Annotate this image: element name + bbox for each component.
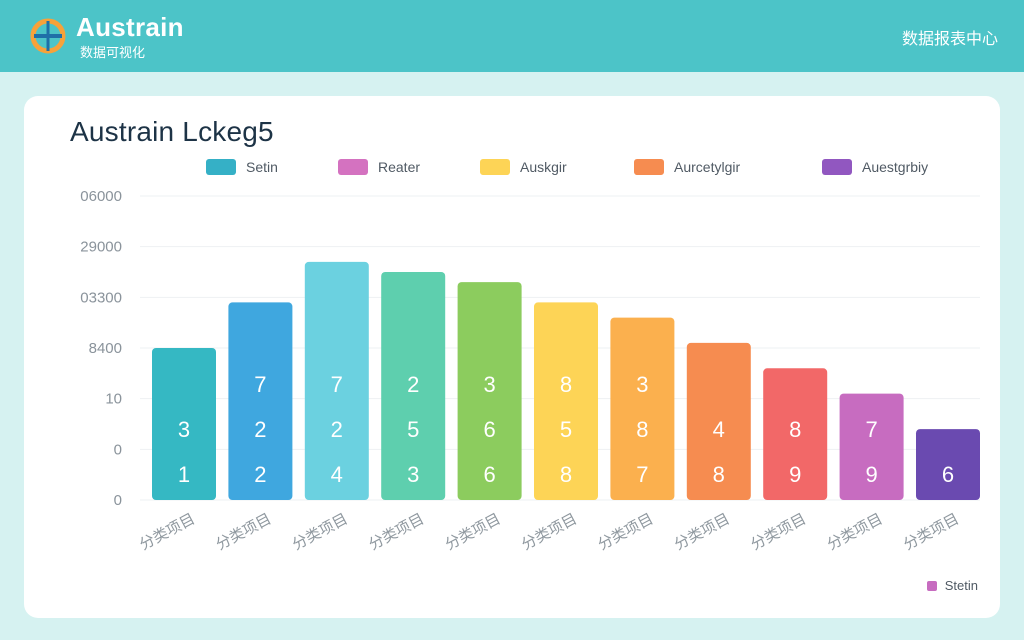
x-tick-label: 分类项目 [901,511,962,554]
y-tick-label: 10 [105,391,122,408]
legend-label-2: Reater [378,159,421,175]
legend-item-4: Aurcetylgir [634,158,740,176]
chart-title: Austrain Lckeg5 [70,116,274,147]
bar-data-label: 8 [560,462,572,487]
legend-swatch-5 [822,159,852,175]
bar-data-label: 6 [483,462,495,487]
bar-data-label: 7 [254,372,266,397]
bar-data-label: 7 [865,417,877,442]
legend-label-5: Auestgrbiy [862,159,929,175]
x-tick-label: 分类项目 [748,511,809,554]
bar [381,272,446,500]
brand-subtitle: 数据可视化 [80,45,146,60]
footer-legend: Stetin [926,578,978,593]
legend-item-1: Setin [206,158,278,176]
bar-data-label: 4 [713,417,725,442]
x-tick-label: 分类项目 [519,511,580,554]
bar [152,348,216,500]
legend-swatch-1 [206,159,236,175]
bar-data-label: 3 [407,462,419,487]
footer-legend-label: Stetin [944,578,978,593]
bar [686,342,751,500]
header-right-text: 数据报表中心 [901,31,998,48]
y-tick-label: 06000 [80,188,122,205]
legend-swatch-2 [338,159,368,175]
bar-data-label: 5 [560,417,572,442]
bar-data-label: 6 [483,417,495,442]
bar-data-label: 7 [331,372,343,397]
bar-data-label: 2 [254,462,266,487]
footer-legend-swatch [926,580,937,591]
x-tick-label: 分类项目 [366,511,427,554]
legend-swatch-4 [634,159,664,175]
y-tick-label: 0 [114,441,122,458]
bar-data-label: 2 [331,417,343,442]
bar-data-label: 3 [636,372,648,397]
bar-data-label: 1 [178,462,190,487]
legend-item-3: Auskgir [480,158,567,176]
x-tick-label: 分类项目 [290,511,351,554]
bar-data-label: 9 [789,462,801,487]
y-tick-label: 03300 [80,289,122,306]
legend-label-3: Auskgir [520,159,567,175]
bar-data-label: 8 [636,417,648,442]
bar-data-label: 7 [636,462,648,487]
legend-label-4: Aurcetylgir [674,159,741,175]
bar-data-label: 5 [407,417,419,442]
bar-data-label: 2 [407,372,419,397]
bar [763,368,828,500]
bar [534,302,598,500]
bar-data-label: 4 [331,462,343,487]
x-tick-label: 分类项目 [213,511,274,554]
brand-name: Austrain [76,12,184,42]
bar [228,302,293,500]
bar [839,393,904,500]
legend-item-2: Reater [338,158,420,176]
x-tick-label: 分类项目 [825,511,886,554]
legend-swatch-3 [480,159,510,175]
bar [457,282,522,500]
bar [610,317,675,500]
bar-data-label: 3 [483,372,495,397]
bar-data-label: 2 [254,417,266,442]
bar-data-label: 8 [560,372,572,397]
x-tick-label: 分类项目 [595,511,656,554]
x-tick-label: 分类项目 [672,511,733,554]
app-header: Austrain 数据可视化 数据报表中心 [0,0,1024,72]
y-tick-label: 8400 [89,340,122,357]
legend-item-5: Auestgrbiy [822,158,928,176]
y-tick-label: 0 [114,492,122,509]
y-tick-label: 29000 [80,239,122,256]
bar [304,261,369,500]
logo-icon [30,18,66,54]
bar-data-label: 6 [942,462,954,487]
bar-data-label: 8 [713,462,725,487]
bar-data-label: 3 [178,417,190,442]
legend-label-1: Setin [246,159,278,175]
bar-data-label: 9 [865,462,877,487]
bar-data-label: 8 [789,417,801,442]
x-tick-label: 分类项目 [137,511,198,554]
bar [916,429,980,500]
x-tick-label: 分类项目 [443,511,504,554]
